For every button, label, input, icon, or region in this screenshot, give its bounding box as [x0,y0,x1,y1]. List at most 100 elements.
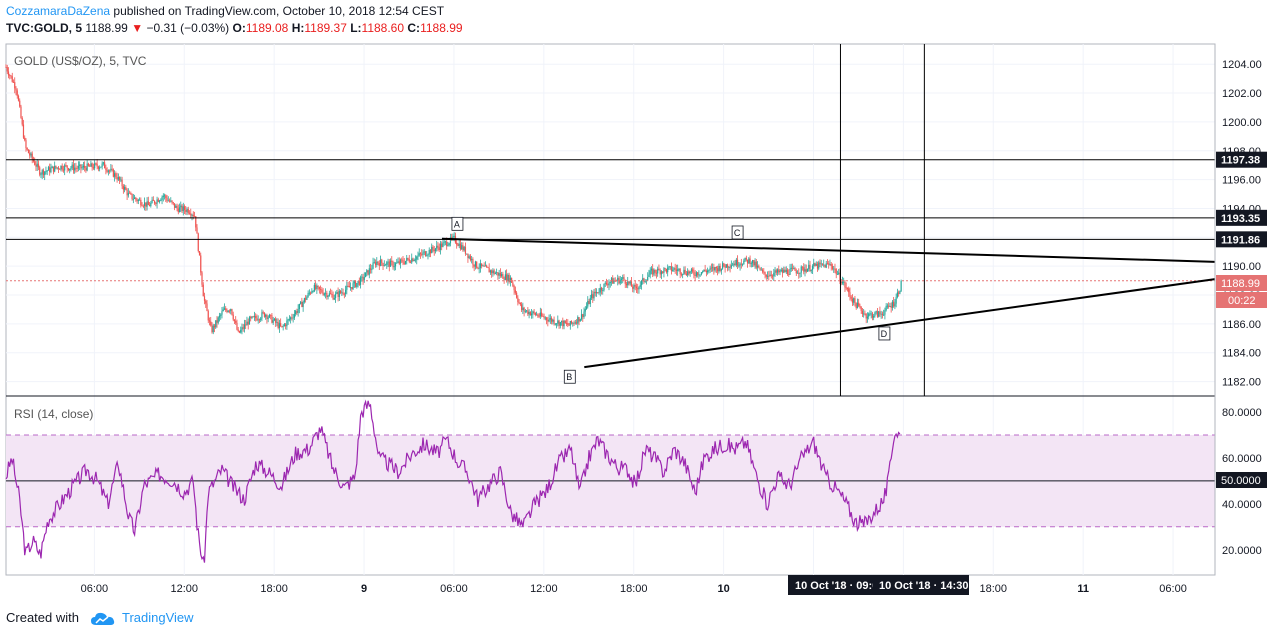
trendline-upper[interactable] [441,237,1216,263]
candle-body [110,168,112,171]
candle-body [49,167,51,173]
candle-body [121,179,123,187]
price-tick-label: 1204.00 [1222,59,1262,71]
candle-body [276,322,278,323]
candle-body [612,278,614,284]
candle-body [519,302,521,305]
candle-body [135,197,137,200]
candle-body [200,255,202,273]
vertical-lines[interactable] [839,44,925,396]
candle-body [891,301,894,308]
candle-body [804,269,806,272]
trendline-lower[interactable] [584,278,1216,369]
candle-body [826,263,829,265]
candle-body [343,293,345,295]
candle-body [564,320,566,324]
candle-body [523,307,525,312]
time-tick-label: 9 [361,583,367,595]
candle-body [307,292,309,297]
candle-body [627,281,629,286]
candle-body [793,268,795,269]
candle-body [873,315,875,318]
candle-body [654,269,656,273]
candle-body [741,264,744,266]
candle-body [346,285,348,290]
candle-body [548,319,550,322]
candle-body [90,163,92,167]
candle-body [703,269,705,272]
candle-body [820,263,822,265]
candle-body [509,277,511,283]
candle-body [272,320,274,323]
candle-body [469,256,472,261]
candle-body [165,195,167,199]
candle-body [31,153,33,159]
candle-body [516,292,518,298]
candle-body [271,315,273,323]
candle-body [735,259,737,266]
time-axis[interactable]: 06:0012:0018:00906:0012:0018:001006:0012… [81,583,1187,595]
candle-body [497,272,499,276]
candle-body [466,253,468,255]
candle-body [774,270,776,273]
candle-body [895,297,897,304]
candle-body [715,266,717,269]
tradingview-cloud-icon [90,612,114,625]
candle-body [628,281,630,284]
candle-body [690,269,692,272]
time-tick-label: 06:00 [440,583,468,595]
candle-body [388,261,390,267]
annotation-box [563,369,576,384]
candle-body [527,310,529,315]
candle-body [855,303,857,309]
rsi-chart-title: RSI (14, close) [14,407,93,421]
candle-body [441,243,443,248]
candle-body [603,283,605,291]
candle-body [19,100,21,107]
candle-body [881,313,884,315]
candle-body [644,281,646,282]
time-tick-label: 11 [1077,583,1089,595]
candle-body [130,193,132,195]
candle-body [898,292,900,294]
candle-body [625,283,628,286]
candle-body [664,268,666,270]
candle-body [7,71,10,76]
candle-body [315,284,317,290]
candle-body [858,302,860,306]
candle-body [419,253,422,255]
rsi-line [5,399,901,563]
candle-body [518,302,520,303]
candle-body [451,237,453,239]
rsi-axis[interactable]: 20.0000 40.0000 60.0000 80.0000 [1222,407,1262,557]
price-tick-label: 1200.00 [1222,117,1262,129]
candle-body [496,272,498,274]
candle-body [540,312,543,316]
candle-body [111,168,113,170]
candle-body [227,310,229,312]
candle-body [538,316,540,317]
author-link[interactable]: CozzamaraDaZena [6,4,111,18]
candle-body [785,269,787,273]
candle-body [768,275,770,277]
candle-body [146,201,148,207]
candle-body [206,303,208,312]
tradingview-brand[interactable]: TradingView [122,610,194,625]
price-change: −0.31 (−0.03%) [146,21,230,35]
candle-body [685,273,688,276]
candle-body [755,261,757,268]
candle-body [308,292,310,294]
candle-body [843,281,845,283]
candle-body [41,170,43,175]
candle-body [697,272,699,276]
horizontal-lines[interactable] [6,159,1215,240]
candle-body [771,275,774,277]
high-label: H: [291,21,305,35]
candle-body [528,311,530,315]
candle-body [724,266,726,268]
candle-body [563,320,565,327]
candle-body [47,167,50,171]
candle-body [679,268,681,274]
candle-body [225,308,227,311]
